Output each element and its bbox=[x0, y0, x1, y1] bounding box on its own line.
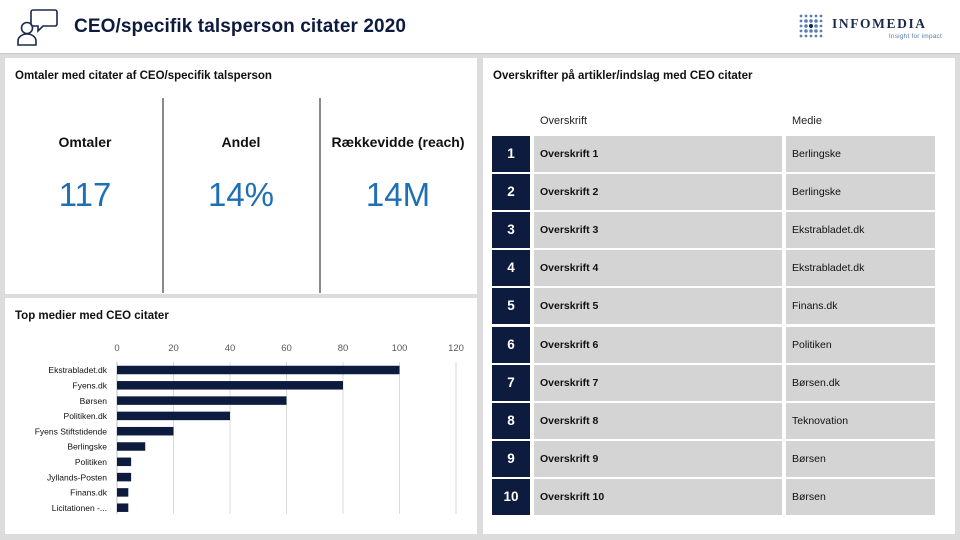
media-cell: Politiken bbox=[786, 326, 935, 363]
y-tick-label: Jyllands-Posten bbox=[47, 472, 107, 482]
bar bbox=[117, 381, 343, 390]
y-tick-label: Licitationen -... bbox=[52, 503, 107, 513]
headline-cell[interactable]: Overskrift 6 bbox=[534, 326, 782, 363]
x-tick-label: 40 bbox=[225, 343, 236, 354]
bar bbox=[117, 488, 129, 497]
media-cell: Børsen bbox=[786, 478, 935, 515]
headline-cell[interactable]: Overskrift 9 bbox=[534, 440, 782, 477]
row-number: 1 bbox=[492, 136, 530, 172]
kpi-reach: Rækkevidde (reach) 14M bbox=[320, 98, 476, 293]
bar bbox=[117, 426, 174, 436]
kpi-value: 117 bbox=[58, 176, 112, 213]
media-cell: Finans.dk bbox=[786, 288, 935, 325]
media-cell: Ekstrabladet.dk bbox=[786, 250, 935, 287]
column-header-media: Medie bbox=[792, 115, 822, 127]
table-row[interactable]: 7 Overskrift 7 Børsen.dk bbox=[492, 364, 935, 401]
y-tick-label: Fyens.dk bbox=[73, 381, 108, 391]
headlines-panel-title: Overskrifter på artikler/indslag med CEO… bbox=[493, 70, 753, 82]
chart-panel: Top medier med CEO citater 0 20 40 60 80 100 1… bbox=[5, 298, 477, 534]
y-tick-label: Berlingske bbox=[67, 442, 107, 452]
headline-cell[interactable]: Overskrift 3 bbox=[534, 212, 782, 249]
kpi-panel: Omtaler med citater af CEO/specifik tals… bbox=[5, 58, 477, 294]
kpi-panel-title: Omtaler med citater af CEO/specifik tals… bbox=[15, 70, 272, 82]
bar bbox=[117, 365, 400, 375]
headline-cell[interactable]: Overskrift 4 bbox=[534, 250, 782, 287]
bar bbox=[117, 442, 146, 451]
table-row[interactable]: 5 Overskrift 5 Finans.dk bbox=[492, 288, 935, 325]
kpi-label: Omtaler bbox=[58, 134, 112, 150]
infomedia-logo: INFOMEDIA Insight for impact bbox=[794, 12, 944, 44]
x-tick-label: 0 bbox=[114, 343, 119, 354]
bar bbox=[117, 503, 129, 512]
page-title: CEO/specifik talsperson citater 2020 bbox=[74, 16, 407, 37]
table-row[interactable]: 6 Overskrift 6 Politiken bbox=[492, 326, 935, 363]
x-tick-label: 100 bbox=[392, 343, 408, 354]
row-number: 6 bbox=[492, 326, 530, 363]
bar bbox=[117, 396, 287, 405]
x-tick-label: 120 bbox=[448, 343, 464, 354]
headline-cell[interactable]: Overskrift 10 bbox=[534, 478, 782, 515]
table-row[interactable]: 4 Overskrift 4 Ekstrabladet.dk bbox=[492, 250, 935, 287]
media-cell: Berlingske bbox=[786, 174, 935, 211]
column-header-headline: Overskrift bbox=[540, 115, 588, 127]
y-tick-label: Politiken bbox=[75, 457, 107, 467]
table-row[interactable]: 9 Overskrift 9 Børsen bbox=[492, 440, 935, 477]
table-row[interactable]: 3 Overskrift 3 Ekstrabladet.dk bbox=[492, 212, 935, 249]
logo-tagline: Insight for impact bbox=[888, 33, 942, 40]
headlines-panel: Overskrifter på artikler/indslag med CEO… bbox=[483, 58, 955, 534]
kpi-divider bbox=[319, 98, 321, 293]
headline-cell[interactable]: Overskrift 2 bbox=[534, 174, 782, 211]
bar bbox=[117, 457, 132, 467]
kpi-value: 14% bbox=[207, 176, 275, 213]
media-cell: Børsen.dk bbox=[786, 364, 935, 401]
logo-dots-icon bbox=[799, 14, 823, 38]
chart-panel-title: Top medier med CEO citater bbox=[15, 310, 169, 322]
row-number: 3 bbox=[492, 212, 530, 249]
row-number: 4 bbox=[492, 250, 530, 287]
kpi-divider bbox=[162, 98, 164, 293]
y-tick-label: Børsen bbox=[80, 396, 108, 406]
y-tick-label: Fyens Stiftstidende bbox=[35, 426, 108, 436]
media-cell: Ekstrabladet.dk bbox=[786, 212, 935, 249]
row-number: 8 bbox=[492, 402, 530, 439]
bar bbox=[117, 411, 230, 421]
media-cell: Børsen bbox=[786, 440, 935, 477]
row-number: 2 bbox=[492, 174, 530, 211]
headline-cell[interactable]: Overskrift 8 bbox=[534, 402, 782, 439]
y-tick-label: Finans.dk bbox=[70, 488, 108, 498]
kpi-label: Andel bbox=[221, 134, 261, 150]
x-tick-label: 20 bbox=[168, 343, 179, 354]
bar bbox=[117, 472, 132, 482]
table-row[interactable]: 8 Overskrift 8 Teknovation bbox=[492, 402, 935, 439]
kpi-share: Andel 14% bbox=[163, 98, 319, 293]
kpi-label: Rækkevidde (reach) bbox=[331, 134, 465, 150]
logo-name: INFOMEDIA bbox=[832, 16, 927, 31]
media-cell: Berlingske bbox=[786, 136, 935, 172]
row-number: 5 bbox=[492, 288, 530, 325]
table-row[interactable]: 10 Overskrift 10 Børsen bbox=[492, 478, 935, 515]
headline-cell[interactable]: Overskrift 7 bbox=[534, 364, 782, 401]
headline-cell[interactable]: Overskrift 1 bbox=[534, 136, 782, 172]
x-tick-label: 80 bbox=[338, 343, 349, 354]
y-tick-label: Politiken.dk bbox=[64, 411, 108, 421]
kpi-mentions: Omtaler 117 bbox=[7, 98, 163, 293]
table-row[interactable]: 1 Overskrift 1 Berlingske bbox=[492, 136, 935, 172]
row-number: 9 bbox=[492, 440, 530, 477]
x-tick-label: 60 bbox=[281, 343, 292, 354]
kpi-value: 14M bbox=[365, 176, 431, 213]
y-tick-label: Ekstrabladet.dk bbox=[48, 365, 107, 375]
speech-person-icon bbox=[17, 9, 58, 46]
table-row[interactable]: 2 Overskrift 2 Berlingske bbox=[492, 174, 935, 211]
top-media-bar-chart: 0 20 40 60 80 100 120 Ekstrabladet.dk Fyens.dk Bø… bbox=[35, 343, 464, 514]
row-number: 7 bbox=[492, 364, 530, 401]
media-cell: Teknovation bbox=[786, 402, 935, 439]
row-number: 10 bbox=[492, 478, 530, 515]
headline-cell[interactable]: Overskrift 5 bbox=[534, 288, 782, 325]
header-bar: CEO/specifik talsperson citater 2020 INF… bbox=[0, 0, 960, 54]
